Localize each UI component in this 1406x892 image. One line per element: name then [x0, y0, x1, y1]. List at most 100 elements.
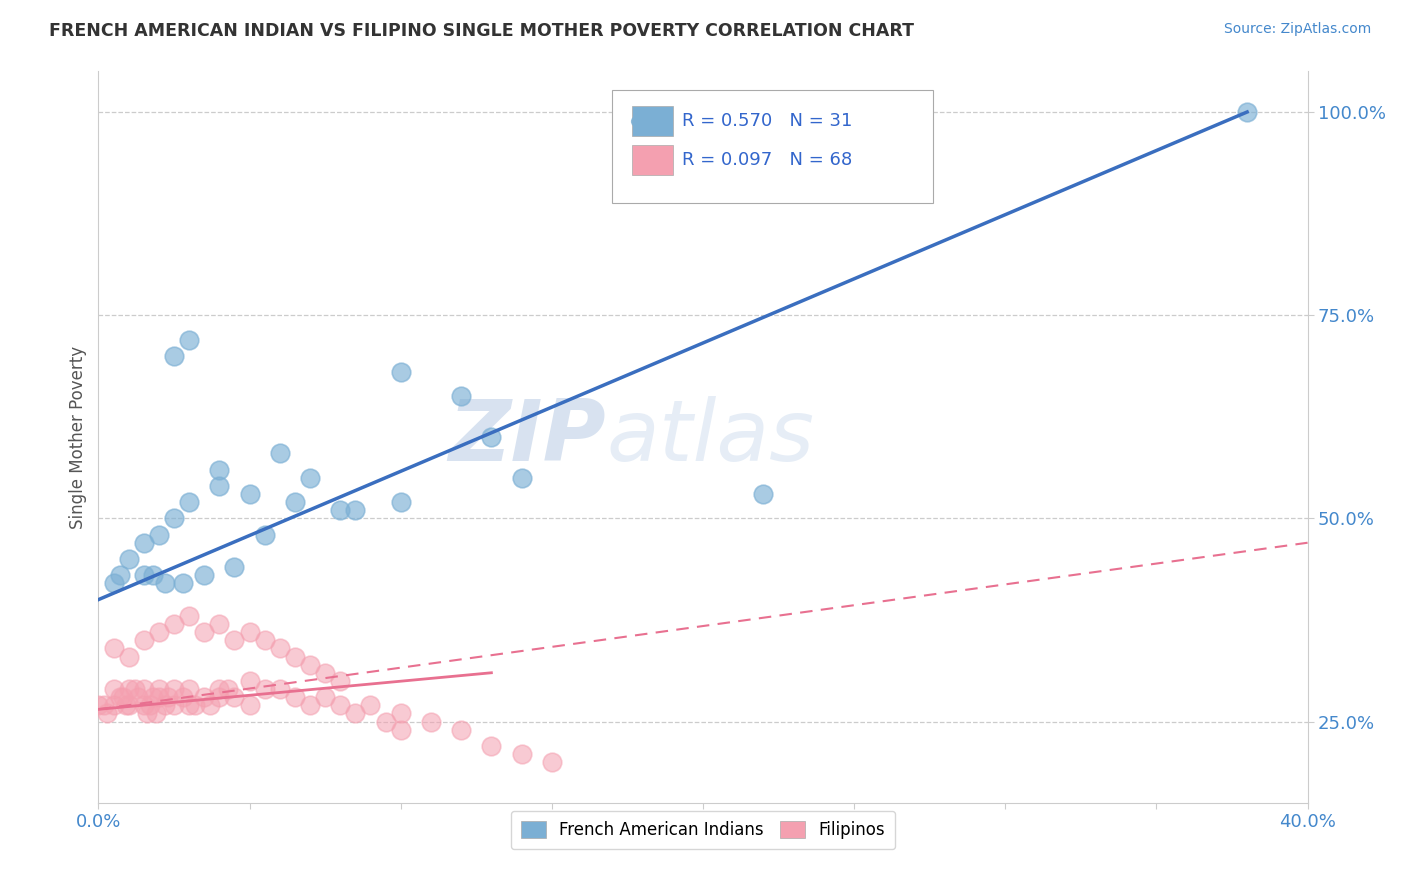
Point	[269, 446, 291, 460]
Point	[103, 641, 125, 656]
Text: ZIP: ZIP	[449, 395, 606, 479]
Point	[142, 568, 165, 582]
Point	[172, 576, 194, 591]
Point	[124, 681, 146, 696]
Point	[510, 471, 533, 485]
Point	[163, 349, 186, 363]
FancyBboxPatch shape	[613, 90, 932, 203]
Point	[148, 625, 170, 640]
Point	[510, 747, 533, 761]
Point	[184, 698, 207, 713]
Point	[284, 649, 307, 664]
Point	[344, 503, 367, 517]
Legend: French American Indians, Filipinos: French American Indians, Filipinos	[510, 811, 896, 849]
Point	[420, 714, 443, 729]
Point	[239, 673, 262, 688]
Point	[239, 698, 262, 713]
Point	[114, 698, 136, 713]
Point	[314, 665, 336, 680]
Y-axis label: Single Mother Poverty: Single Mother Poverty	[69, 345, 87, 529]
Point	[269, 681, 291, 696]
Point	[450, 389, 472, 403]
Point	[329, 503, 352, 517]
Point	[208, 479, 231, 493]
Point	[172, 690, 194, 705]
Point	[193, 625, 215, 640]
Point	[132, 681, 155, 696]
Point	[224, 560, 246, 574]
Point	[224, 690, 246, 705]
Point	[148, 690, 170, 705]
Point	[96, 706, 118, 721]
Point	[179, 681, 201, 696]
Point	[93, 698, 115, 713]
Point	[132, 698, 155, 713]
Point	[253, 681, 276, 696]
Point	[389, 495, 412, 509]
Point	[360, 698, 382, 713]
Point	[314, 690, 336, 705]
Point	[139, 698, 162, 713]
Point	[103, 576, 125, 591]
Point	[450, 723, 472, 737]
Point	[118, 698, 141, 713]
Point	[389, 365, 412, 379]
FancyBboxPatch shape	[631, 145, 672, 175]
Text: Source: ZipAtlas.com: Source: ZipAtlas.com	[1223, 22, 1371, 37]
Point	[329, 673, 352, 688]
Point	[179, 495, 201, 509]
Point	[118, 649, 141, 664]
Point	[132, 633, 155, 648]
Point	[540, 755, 562, 769]
Point	[132, 568, 155, 582]
Point	[374, 714, 396, 729]
Point	[163, 511, 186, 525]
Point	[224, 633, 246, 648]
Point	[103, 698, 125, 713]
Point	[239, 487, 262, 501]
Point	[153, 698, 176, 713]
Point	[153, 576, 176, 591]
Text: R = 0.570   N = 31: R = 0.570 N = 31	[682, 112, 853, 130]
Point	[284, 690, 307, 705]
Point	[389, 706, 412, 721]
Point	[299, 657, 322, 672]
Point	[208, 462, 231, 476]
Point	[163, 698, 186, 713]
Point	[253, 633, 276, 648]
Point	[329, 698, 352, 713]
Point	[1236, 105, 1258, 120]
Point	[481, 430, 503, 444]
Point	[193, 690, 215, 705]
Point	[179, 333, 201, 347]
Point	[253, 527, 276, 541]
Point	[118, 681, 141, 696]
Point	[163, 617, 186, 632]
FancyBboxPatch shape	[631, 106, 672, 136]
Point	[208, 681, 231, 696]
Point	[148, 527, 170, 541]
Point	[299, 698, 322, 713]
Point	[208, 617, 231, 632]
Point	[118, 552, 141, 566]
Text: FRENCH AMERICAN INDIAN VS FILIPINO SINGLE MOTHER POVERTY CORRELATION CHART: FRENCH AMERICAN INDIAN VS FILIPINO SINGL…	[49, 22, 914, 40]
Point	[208, 690, 231, 705]
Point	[299, 471, 322, 485]
Text: R = 0.097   N = 68: R = 0.097 N = 68	[682, 151, 852, 169]
Point	[344, 706, 367, 721]
Point	[163, 681, 186, 696]
Point	[87, 698, 110, 713]
Point	[142, 690, 165, 705]
Point	[217, 681, 239, 696]
Point	[111, 690, 134, 705]
Point	[108, 690, 131, 705]
Point	[284, 495, 307, 509]
Point	[127, 690, 149, 705]
Point	[135, 706, 157, 721]
Text: atlas: atlas	[606, 395, 814, 479]
Point	[145, 706, 167, 721]
Point	[200, 698, 222, 713]
Point	[108, 568, 131, 582]
Point	[148, 681, 170, 696]
Point	[193, 568, 215, 582]
